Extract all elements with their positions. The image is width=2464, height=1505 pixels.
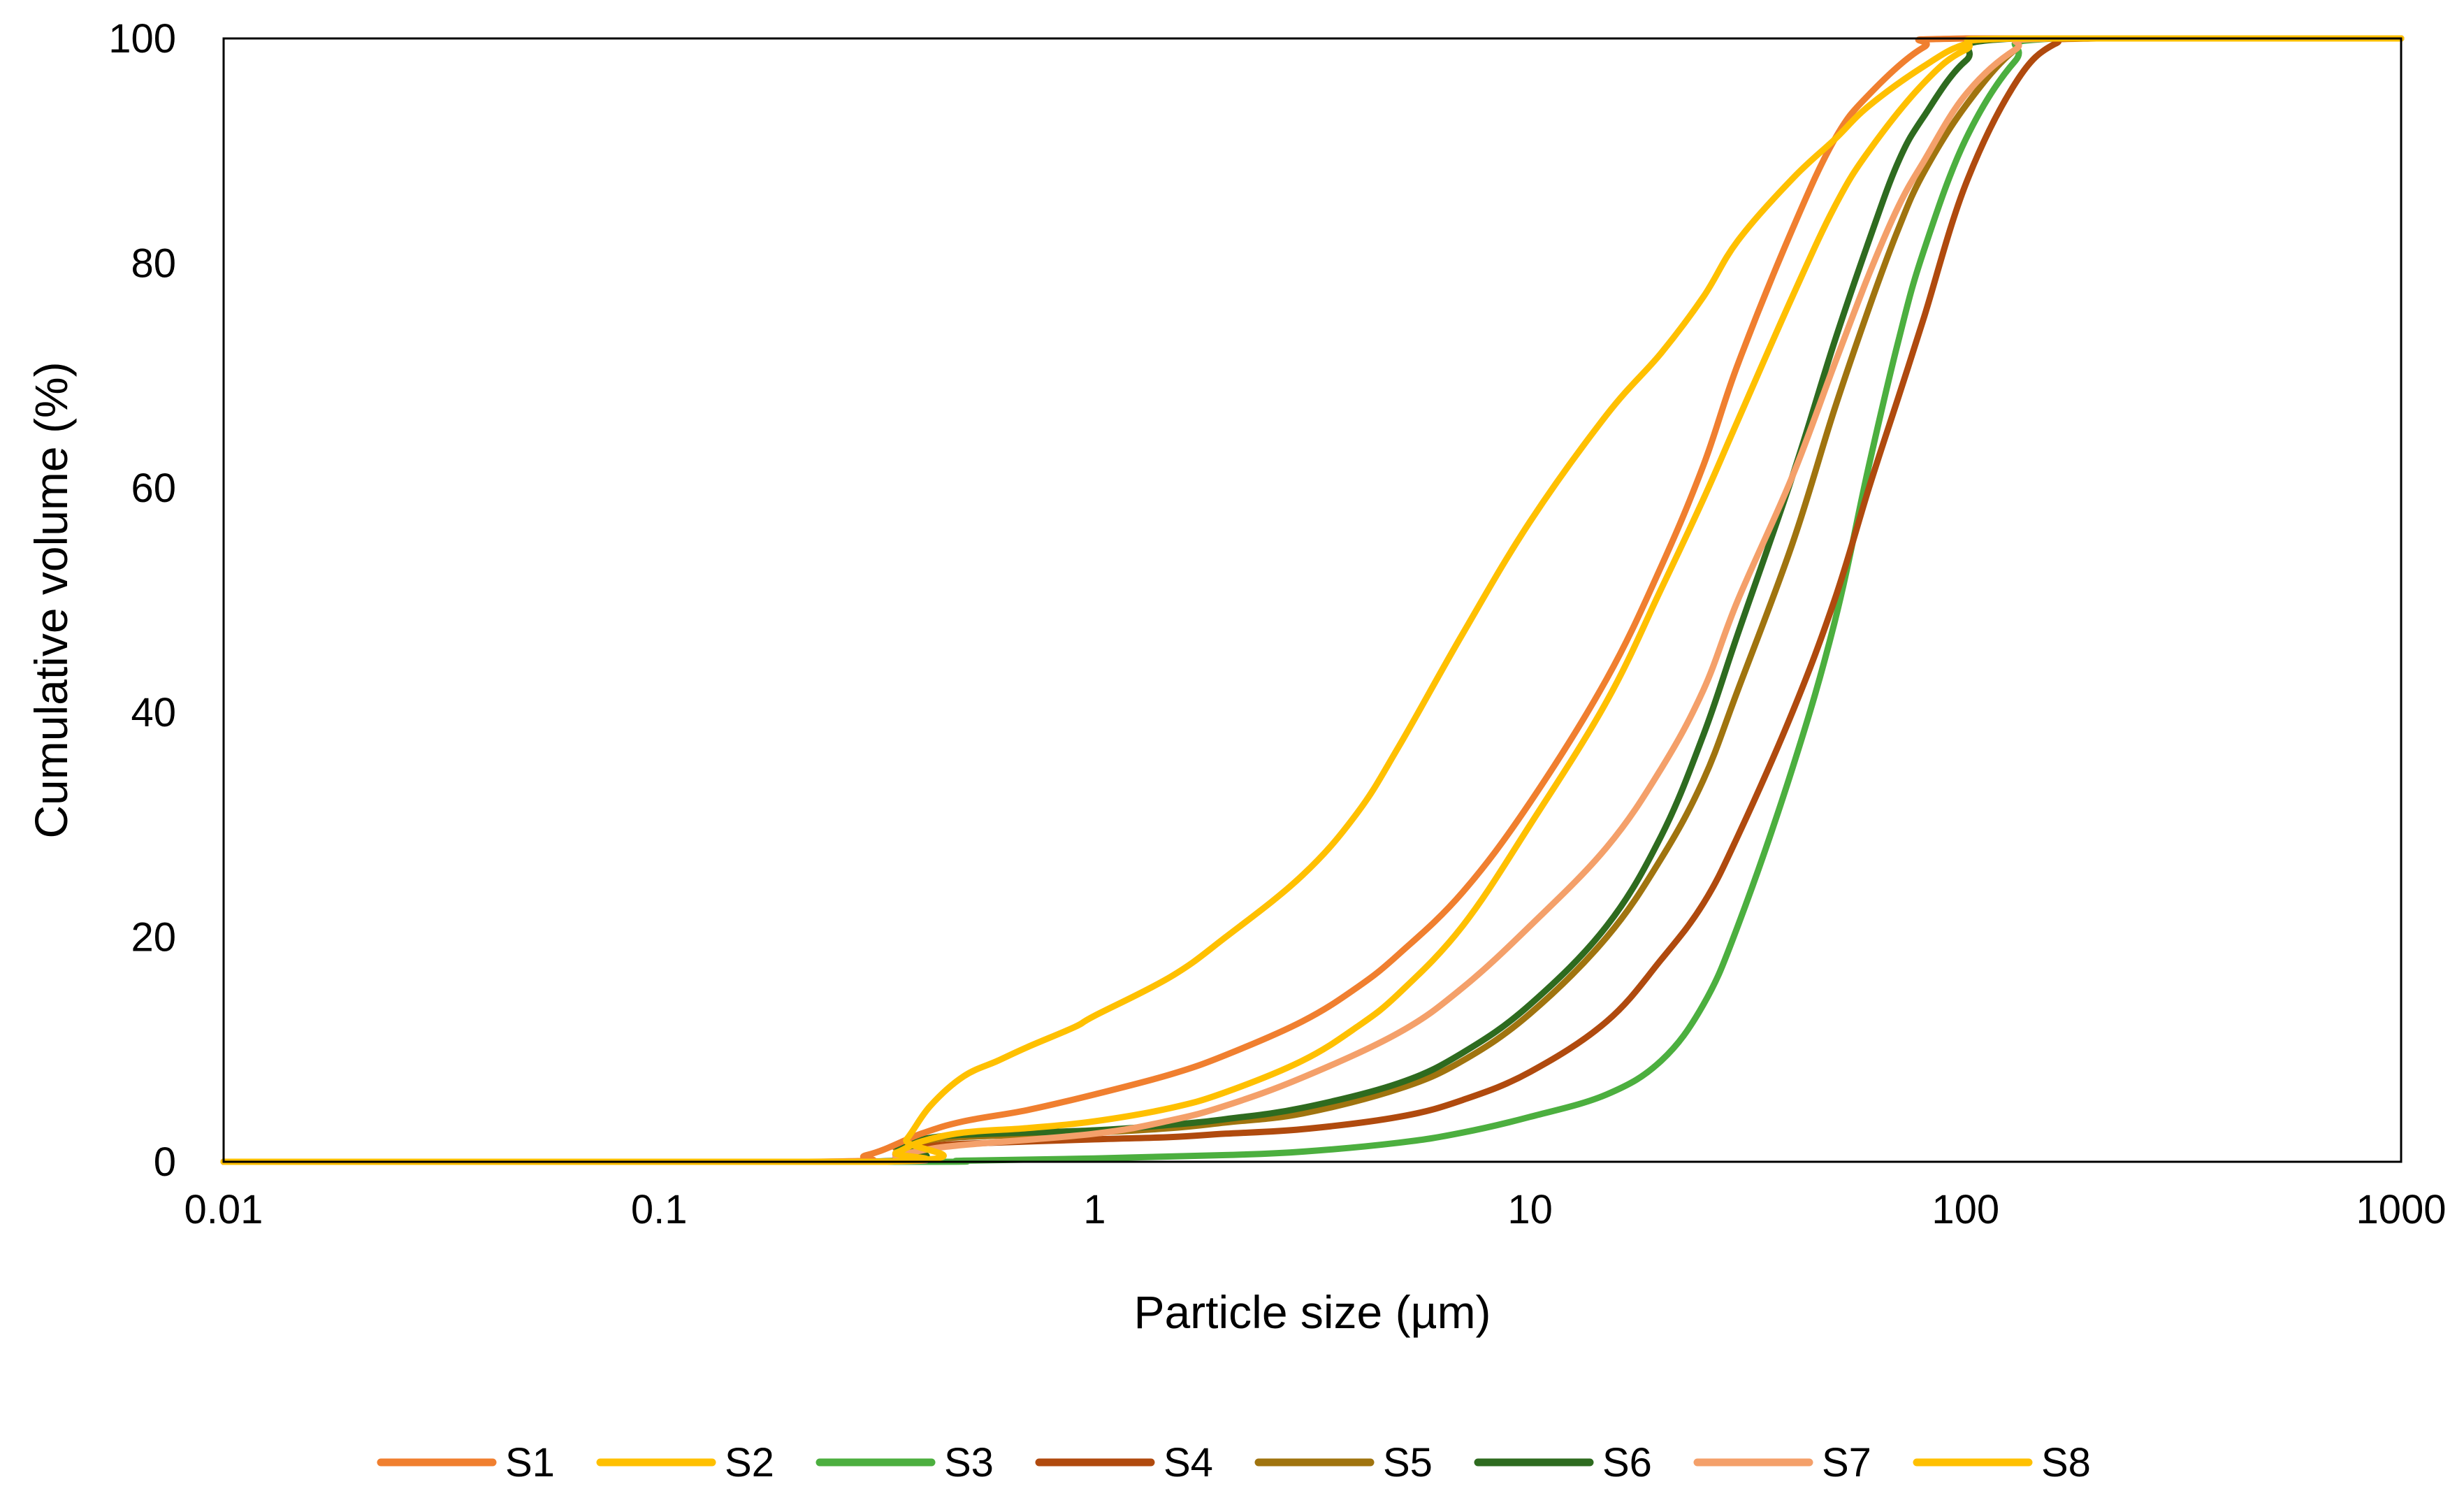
- x-tick-label: 1000: [2356, 1187, 2446, 1232]
- x-tick-label: 1: [1083, 1187, 1106, 1232]
- y-tick-label: 100: [108, 16, 176, 62]
- y-tick-label: 60: [131, 466, 176, 511]
- x-axis-title: Particle size (µm): [1133, 1286, 1491, 1338]
- y-tick-label: 0: [154, 1139, 176, 1185]
- x-tick-label: 0.1: [631, 1187, 688, 1232]
- series-line-s7: [220, 35, 2405, 1165]
- legend-label-s4: S4: [1164, 1440, 1213, 1485]
- x-tick-label: 10: [1507, 1187, 1553, 1232]
- series-line-s3: [220, 35, 2405, 1165]
- series-line-s8: [220, 35, 2405, 1165]
- legend-label-s7: S7: [1822, 1440, 1871, 1485]
- y-tick-label: 20: [131, 915, 176, 960]
- y-axis-title: Cumulative volume (%): [25, 361, 77, 838]
- legend-label-s1: S1: [505, 1440, 555, 1485]
- legend-label-s5: S5: [1383, 1440, 1433, 1485]
- x-tick-label: 0.01: [184, 1187, 263, 1232]
- series-layer: [220, 35, 2405, 1165]
- legend-label-s6: S6: [1602, 1440, 1652, 1485]
- plot-area-frame: [222, 37, 2403, 1163]
- legend: S1 S2 S3 S4 S5 S6 S7 S8: [377, 1440, 2091, 1485]
- y-tick-label: 40: [131, 690, 176, 735]
- y-tick-label: 80: [131, 240, 176, 286]
- legend-label-s2: S2: [725, 1440, 774, 1485]
- legend-label-s8: S8: [2041, 1440, 2091, 1485]
- x-tick-label: 100: [1932, 1187, 1999, 1232]
- legend-label-s3: S3: [944, 1440, 994, 1485]
- axis-layer: 0.01 0.1 1 10 100 1000 0 20 40 60 80 100: [108, 16, 2446, 1232]
